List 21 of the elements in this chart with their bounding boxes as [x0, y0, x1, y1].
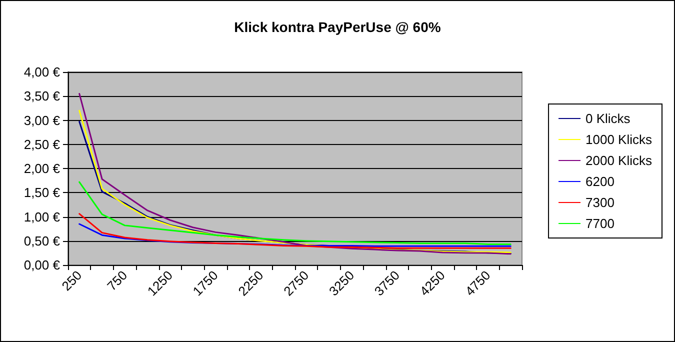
y-tick-label: 0,50 € [24, 233, 61, 248]
line-series [78, 223, 512, 247]
y-tick-label: 1,00 € [24, 209, 61, 224]
y-tick-label: 3,00 € [24, 112, 61, 128]
legend-label: 2000 Klicks [586, 153, 652, 168]
legend-label: 7300 [586, 195, 614, 210]
line-series [78, 181, 512, 246]
y-tick-label: 1,50 € [24, 185, 61, 200]
x-tick-label: 750 [104, 268, 130, 294]
y-tick-label: 2,00 € [24, 161, 61, 176]
legend-label: 6200 [586, 174, 614, 189]
legend-label: 0 Klicks [586, 111, 631, 126]
legend-label: 1000 Klicks [586, 132, 652, 147]
y-tick-label: 0,00 € [24, 258, 61, 272]
y-tick-label: 4,00 € [24, 64, 61, 80]
x-tick-label: 250 [58, 268, 85, 294]
line-series [78, 213, 512, 249]
y-tick-label: 2,50 € [24, 136, 61, 152]
y-tick-label: 3,50 € [24, 88, 61, 104]
chart-title: Klick kontra PayPerUse @ 60% [234, 19, 442, 35]
legend-label: 7700 [586, 216, 614, 231]
